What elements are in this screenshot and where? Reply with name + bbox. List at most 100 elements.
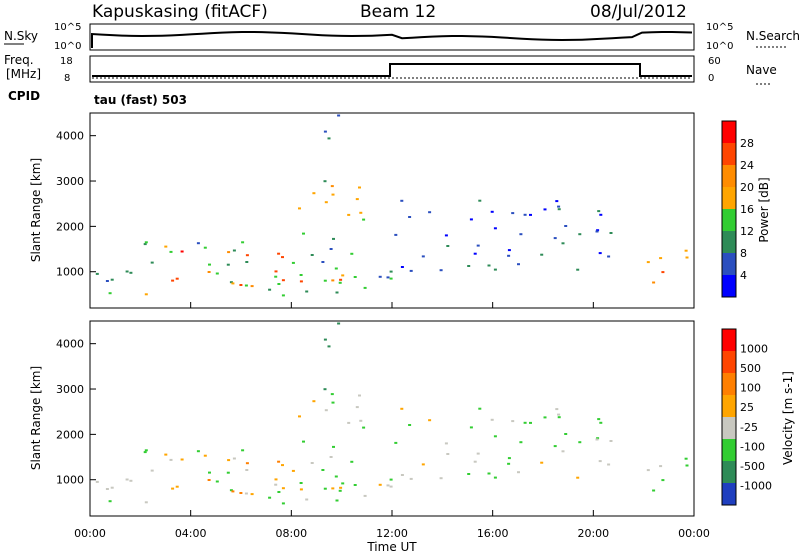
velocity-cell bbox=[607, 463, 611, 466]
velocity-cell bbox=[164, 453, 168, 456]
power-cell bbox=[490, 210, 494, 213]
power-cell bbox=[529, 213, 532, 216]
velocity-cell bbox=[595, 438, 599, 441]
power-cell bbox=[421, 255, 425, 258]
power-cell bbox=[359, 211, 363, 214]
power-cell bbox=[400, 266, 404, 268]
velocity-cell bbox=[171, 487, 175, 490]
power-cell bbox=[164, 245, 168, 248]
colorbar-tick: 12 bbox=[740, 225, 754, 238]
power-cell bbox=[446, 245, 450, 247]
power-cell bbox=[439, 269, 443, 272]
power-cell bbox=[302, 232, 305, 235]
power-colorbar-label: Power [dB] bbox=[757, 177, 771, 242]
power-cell bbox=[338, 281, 342, 284]
noise-tick-low: 10^0 bbox=[54, 41, 81, 52]
velocity-cell bbox=[652, 489, 656, 492]
velocity-cell bbox=[353, 484, 357, 486]
velocity-cell bbox=[175, 485, 179, 488]
velocity-cell bbox=[125, 478, 129, 481]
nsearch-label: N.Search bbox=[746, 29, 800, 43]
velocity-cell bbox=[277, 460, 281, 463]
power-cell bbox=[363, 286, 367, 289]
colorbar-segment bbox=[722, 373, 736, 395]
power-cell bbox=[652, 281, 656, 284]
velocity-cell bbox=[203, 454, 207, 457]
velocity-cell bbox=[324, 409, 328, 412]
velocity-cell bbox=[330, 393, 334, 396]
velocity-cell bbox=[378, 483, 382, 486]
velocity-cell bbox=[507, 457, 511, 460]
colorbar-segment bbox=[722, 253, 736, 275]
xtick-label: 16:00 bbox=[477, 527, 509, 540]
power-cell bbox=[339, 278, 343, 281]
velocity-cell bbox=[553, 445, 557, 448]
power-cell bbox=[597, 210, 601, 213]
power-cell bbox=[487, 264, 491, 267]
velocity-cell bbox=[299, 482, 303, 484]
power-cell bbox=[215, 272, 219, 275]
ytick-label: 3000 bbox=[56, 383, 84, 396]
power-cell bbox=[331, 193, 335, 196]
velocity-cell bbox=[478, 407, 482, 410]
velocity-cell bbox=[386, 484, 390, 487]
xtick-label: 08:00 bbox=[275, 527, 307, 540]
velocity-cell bbox=[207, 479, 211, 481]
power-cell bbox=[578, 233, 582, 236]
power-cell bbox=[324, 201, 328, 204]
velocity-cell bbox=[598, 460, 602, 463]
velocity-cell bbox=[321, 469, 325, 471]
power-cell bbox=[277, 283, 281, 285]
velocity-cell bbox=[108, 500, 112, 503]
power-cell bbox=[150, 261, 154, 264]
velocity-cell bbox=[215, 480, 219, 483]
colorbar-tick: 4 bbox=[740, 269, 747, 282]
velocity-cell bbox=[327, 345, 331, 348]
power-cell bbox=[394, 233, 398, 236]
power-yticks: 4000 3000 2000 1000 bbox=[56, 130, 96, 279]
velocity-cell bbox=[490, 418, 494, 421]
noise-series bbox=[91, 31, 693, 48]
velocity-cell bbox=[523, 421, 527, 424]
power-cell bbox=[169, 250, 173, 253]
xtick-label: 00:00 bbox=[678, 527, 710, 540]
xtick-label: 12:00 bbox=[376, 527, 408, 540]
velocity-cell bbox=[557, 413, 561, 416]
velocity-cell bbox=[150, 469, 154, 472]
velocity-cell bbox=[331, 487, 335, 490]
power-cell bbox=[493, 268, 497, 271]
colorbar-tick: 20 bbox=[740, 181, 754, 194]
velocity-cell bbox=[596, 437, 600, 440]
velocity-cell bbox=[143, 451, 147, 454]
power-cell bbox=[598, 252, 602, 255]
velocity-cell bbox=[355, 406, 359, 409]
power-cell bbox=[332, 237, 335, 240]
velocity-cell bbox=[95, 480, 99, 483]
colorbar-tick: 25 bbox=[740, 401, 754, 414]
velocity-cell bbox=[362, 426, 366, 429]
power-cell bbox=[337, 114, 341, 117]
velocity-cell bbox=[245, 462, 249, 465]
velocity-cell bbox=[476, 452, 480, 455]
velocity-cell bbox=[467, 473, 471, 475]
velocity-cell bbox=[337, 322, 341, 325]
power-cell bbox=[171, 279, 175, 282]
colorbar-tick: -25 bbox=[740, 421, 758, 434]
velocity-colorbar: 1000 500 100 25 -25 -100 -500 -1000 bbox=[721, 328, 772, 506]
velocity-cell bbox=[245, 469, 249, 471]
power-cell bbox=[334, 267, 338, 270]
noise-tick-high: 10^5 bbox=[54, 22, 81, 33]
velocity-cell bbox=[578, 441, 582, 444]
velocity-cell bbox=[232, 457, 236, 460]
power-cell bbox=[353, 276, 357, 278]
colorbar-segment bbox=[722, 143, 736, 165]
velocity-cell bbox=[599, 421, 603, 424]
velocity-cell bbox=[331, 401, 335, 404]
velocity-cell bbox=[229, 489, 233, 492]
colorbar-segment bbox=[722, 187, 736, 209]
power-cell bbox=[291, 261, 295, 264]
velocity-cell bbox=[281, 487, 285, 490]
power-cell bbox=[476, 244, 480, 247]
power-cell bbox=[661, 271, 665, 274]
power-cell bbox=[144, 293, 148, 296]
